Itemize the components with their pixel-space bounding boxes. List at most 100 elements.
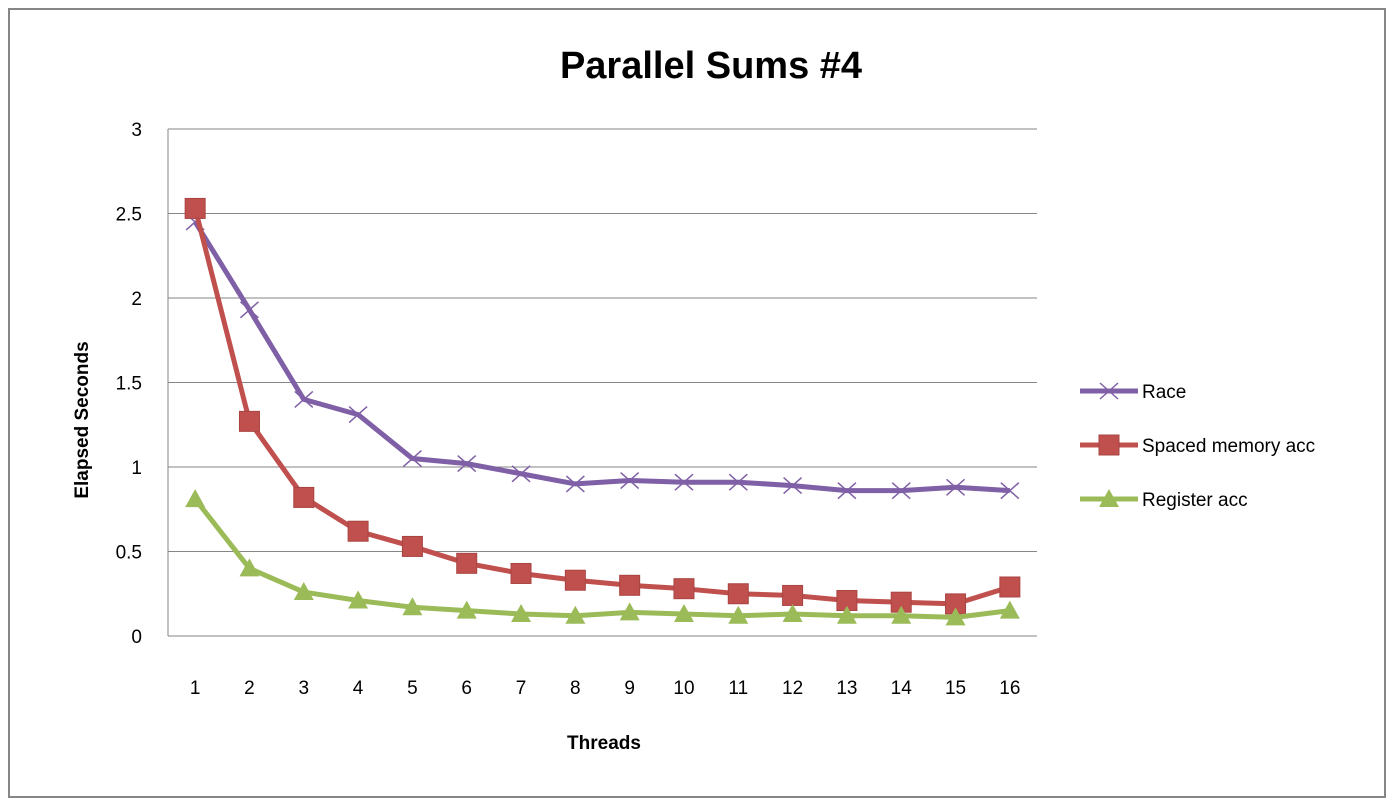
x-tick-label: 13 [836,678,857,699]
data-point-stroke [294,390,314,408]
data-point-stroke [783,477,803,495]
series-line [193,220,1010,494]
series-line [192,207,1011,607]
x-tick-label: 8 [570,678,581,699]
x-axis-title: Threads [567,733,641,754]
x-tick-label: 1 [190,678,201,699]
data-point-stroke [1099,382,1119,400]
legend: Race Spaced memory acc Register acc [1080,382,1315,511]
data-point [457,455,477,473]
data-point [402,449,422,468]
series-line [193,497,1011,620]
legend-label: Spaced memory acc [1142,436,1315,457]
data-point [401,535,423,557]
data-point [945,607,966,626]
legend-item: Spaced memory acc [1080,434,1315,457]
data-point-stroke [565,475,585,493]
x-tick-label: 10 [673,678,694,699]
data-point [1099,489,1119,507]
data-point [728,473,748,491]
series-register-acc [185,489,1020,626]
y-axis-title: Elapsed Seconds [72,341,93,498]
series-race [185,213,1020,500]
data-point [727,583,749,605]
data-point [293,582,314,601]
data-point [348,590,369,609]
data-point [184,197,206,219]
data-point [999,600,1020,619]
x-tick-label: 3 [298,678,309,699]
data-point [891,605,912,624]
data-point [674,473,694,491]
data-point-stroke [891,482,911,500]
data-point-stroke [946,478,966,496]
x-tick-label: 5 [407,678,418,699]
x-tick-label: 2 [244,678,255,699]
data-point [946,478,966,496]
data-point [511,604,532,623]
data-point [294,390,314,408]
data-point [1000,482,1020,500]
data-point [783,477,803,495]
data-point [402,597,423,616]
x-tick-label: 9 [624,678,635,699]
data-point [1099,382,1119,400]
x-tick-label: 11 [728,678,748,699]
data-point [293,486,315,508]
y-tick-label: 1.5 [116,374,142,395]
data-point [619,602,640,621]
y-tick-label: 2.5 [116,205,142,226]
data-point [511,465,531,483]
x-tick-label: 14 [891,678,913,699]
data-point [728,605,749,624]
data-point-stroke [511,465,531,483]
data-point [239,301,259,319]
data-point [837,482,857,500]
legend-label: Register acc [1142,490,1248,511]
x-tick-label: 12 [782,678,803,699]
data-point [999,576,1021,598]
data-point [782,584,804,606]
data-point [348,406,368,424]
data-point [239,558,260,577]
data-point [564,569,586,591]
data-point [619,574,641,596]
legend-label: Race [1142,382,1186,403]
gridlines [167,128,1037,637]
y-tick-label: 3 [131,120,142,141]
data-point [456,600,477,619]
data-point [836,605,857,624]
data-point [185,489,206,508]
data-point-stroke [674,473,694,491]
data-point [620,471,640,490]
legend-item: Race [1080,382,1186,403]
x-tick-label: 6 [461,678,472,699]
legend-item: Register acc [1080,489,1248,511]
data-point-stroke [1000,482,1020,500]
x-tick-label: 7 [516,678,527,699]
data-point-stroke [402,449,422,468]
data-point [673,578,695,600]
chart-title: Parallel Sums #4 [560,45,862,87]
series-spaced-memory-acc [184,197,1021,615]
x-tick-label: 16 [999,678,1020,699]
y-tick-label: 2 [131,289,142,310]
data-point-stroke [620,471,640,490]
data-point [238,410,260,432]
chart-frame [8,8,1386,798]
data-point [891,482,911,500]
data-point-stroke [728,473,748,491]
y-tick-label: 0 [131,627,142,648]
data-point-stroke [348,406,368,424]
data-point [782,604,803,623]
x-tick-label: 15 [945,678,966,699]
data-point [1098,434,1120,456]
data-point-stroke [457,455,477,473]
x-axis-ticks: 1 2 3 4 5 6 7 8 9 10 11 12 13 14 15 16 [190,678,1021,699]
data-point [565,475,585,493]
data-point-stroke [239,301,259,319]
data-point [565,605,586,624]
data-point [673,604,694,623]
data-point [510,562,532,584]
